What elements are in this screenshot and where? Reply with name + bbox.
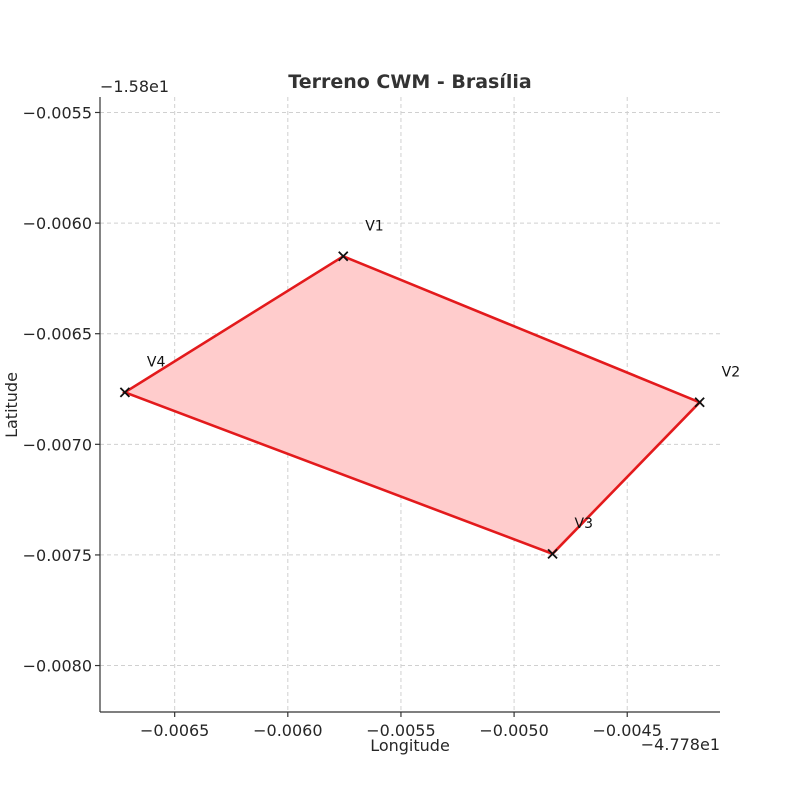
plot-area: V1 V2 V3 V4: [119, 218, 740, 559]
x-tick-label: −0.0045: [593, 721, 662, 740]
y-tick-label: −0.0055: [23, 103, 92, 122]
y-tick-label: −0.0070: [23, 435, 92, 454]
vertex-label: V2: [722, 364, 740, 380]
x-tick-label: −0.0055: [366, 721, 435, 740]
y-tick-label: −0.0080: [23, 657, 92, 676]
x-axis-ticks: −0.0065 −0.0060 −0.0055 −0.0050 −0.0045: [140, 712, 662, 740]
terrain-polygon: [121, 254, 702, 556]
x-offset-label: −4.778e1: [641, 735, 720, 754]
y-tick-label: −0.0065: [23, 325, 92, 344]
vertex-label: V4: [147, 354, 166, 370]
y-axis-label: Latitude: [2, 372, 21, 438]
y-tick-label: −0.0075: [23, 546, 92, 565]
y-tick-label: −0.0060: [23, 214, 92, 233]
vertex-marker: [338, 251, 349, 262]
vertex-label: V3: [575, 516, 593, 532]
x-tick-label: −0.0060: [253, 721, 322, 740]
chart-title: Terreno CWM - Brasília: [288, 71, 531, 93]
vertex-marker: [694, 397, 705, 408]
vertex-marker: [119, 387, 131, 398]
x-tick-label: −0.0050: [479, 721, 548, 740]
vertex-marker: [547, 548, 558, 559]
y-offset-label: −1.58e1: [100, 77, 169, 96]
x-tick-label: −0.0065: [140, 721, 209, 740]
y-axis-ticks: −0.0055 −0.0060 −0.0065 −0.0070 −0.0075 −0.00…: [23, 103, 100, 676]
vertex-label: V1: [365, 218, 383, 234]
x-axis-label: Longitude: [370, 736, 450, 755]
